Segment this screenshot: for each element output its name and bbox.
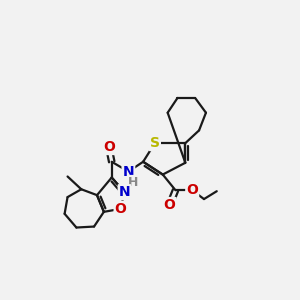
Text: O: O [103, 140, 115, 154]
Text: O: O [164, 198, 176, 212]
Text: H: H [128, 176, 139, 189]
Text: N: N [123, 165, 134, 178]
Text: O: O [115, 202, 127, 216]
Text: S: S [150, 136, 160, 150]
Text: O: O [186, 183, 198, 197]
Text: N: N [119, 185, 130, 199]
